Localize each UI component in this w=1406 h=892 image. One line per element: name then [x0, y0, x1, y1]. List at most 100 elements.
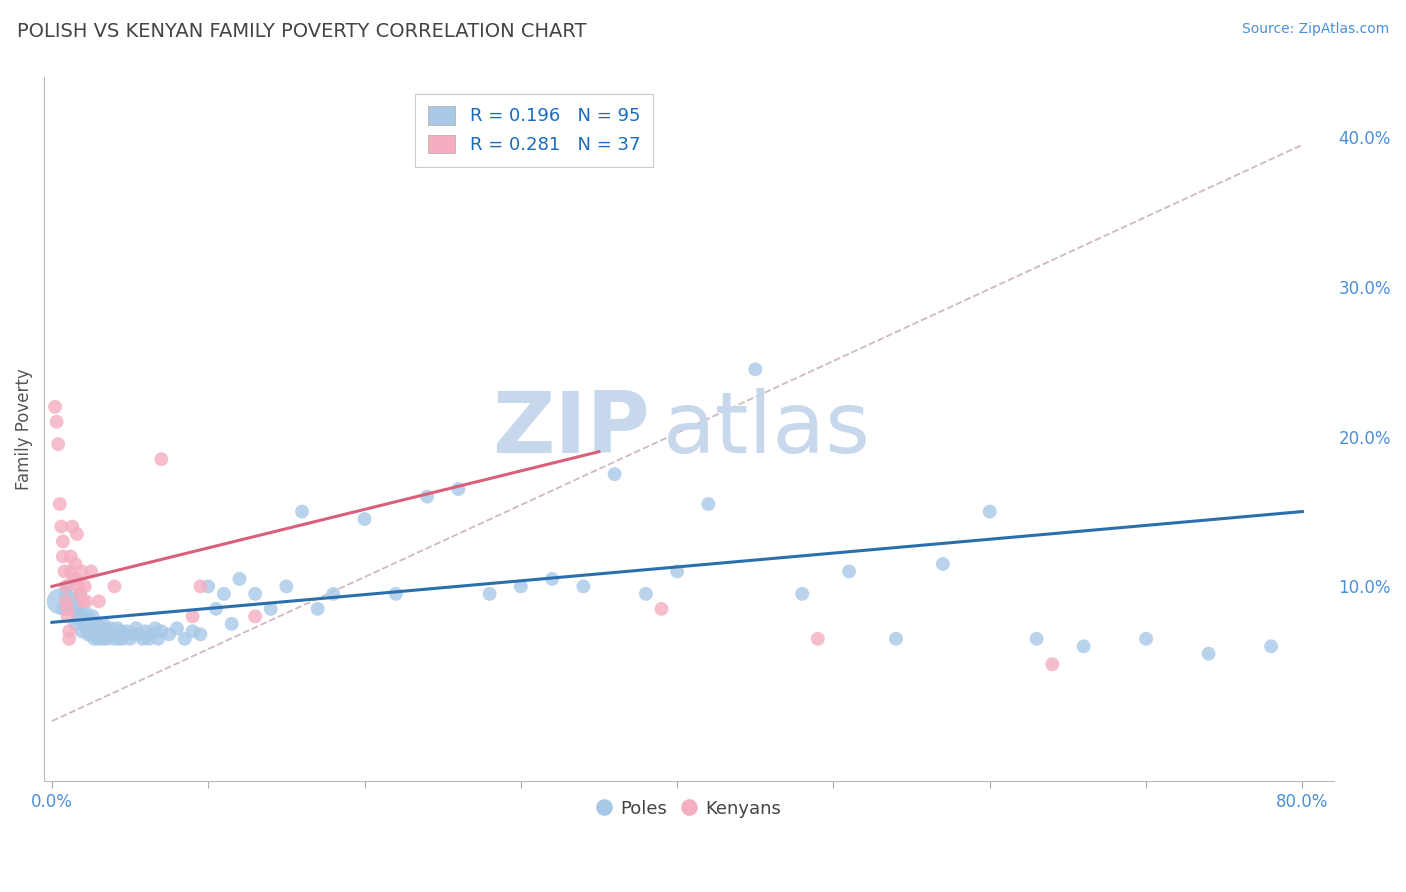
- Point: [205, 602, 228, 616]
- Point: [60, 519, 83, 533]
- Point: [307, 602, 329, 616]
- Point: [75, 607, 97, 621]
- Point: [1260, 640, 1282, 654]
- Point: [55, 594, 77, 608]
- Point: [509, 579, 531, 593]
- Point: [52, 602, 75, 616]
- Point: [51, 519, 73, 533]
- Point: [385, 587, 408, 601]
- Point: [82, 609, 104, 624]
- Point: [48, 594, 70, 608]
- Point: [65, 557, 87, 571]
- Text: Source: ZipAtlas.com: Source: ZipAtlas.com: [1241, 22, 1389, 37]
- Point: [634, 587, 657, 601]
- Point: [110, 624, 132, 639]
- Point: [112, 627, 135, 641]
- Point: [44, 400, 66, 414]
- Point: [666, 565, 689, 579]
- Point: [56, 609, 79, 624]
- Point: [87, 632, 110, 646]
- Point: [221, 616, 243, 631]
- Point: [46, 437, 69, 451]
- Point: [138, 632, 160, 646]
- Point: [697, 497, 720, 511]
- Point: [66, 607, 89, 621]
- Point: [52, 534, 75, 549]
- Point: [80, 627, 103, 641]
- Point: [56, 602, 79, 616]
- Point: [66, 527, 89, 541]
- Point: [125, 621, 148, 635]
- Point: [291, 504, 314, 518]
- Point: [69, 587, 91, 601]
- Point: [131, 632, 153, 646]
- Point: [56, 579, 79, 593]
- Point: [72, 609, 94, 624]
- Point: [67, 579, 90, 593]
- Point: [173, 632, 195, 646]
- Point: [73, 612, 96, 626]
- Point: [190, 579, 212, 593]
- Point: [190, 627, 212, 641]
- Point: [80, 565, 103, 579]
- Point: [73, 579, 96, 593]
- Point: [243, 609, 266, 624]
- Point: [107, 621, 129, 635]
- Point: [128, 627, 150, 641]
- Point: [65, 616, 87, 631]
- Point: [52, 549, 75, 564]
- Point: [150, 624, 173, 639]
- Point: [80, 616, 103, 631]
- Point: [67, 612, 90, 626]
- Point: [1040, 657, 1063, 672]
- Point: [98, 627, 121, 641]
- Point: [103, 579, 125, 593]
- Point: [353, 512, 375, 526]
- Point: [91, 621, 114, 635]
- Point: [744, 362, 766, 376]
- Point: [838, 565, 860, 579]
- Point: [97, 624, 120, 639]
- Point: [650, 602, 672, 616]
- Point: [212, 587, 235, 601]
- Point: [55, 579, 77, 593]
- Point: [69, 587, 91, 601]
- Point: [478, 587, 501, 601]
- Point: [979, 504, 1001, 518]
- Point: [143, 621, 166, 635]
- Point: [60, 591, 83, 606]
- Point: [89, 627, 111, 641]
- Point: [65, 572, 87, 586]
- Point: [111, 632, 134, 646]
- Point: [59, 565, 82, 579]
- Point: [53, 565, 76, 579]
- Point: [181, 609, 204, 624]
- Point: [197, 579, 219, 593]
- Point: [115, 624, 138, 639]
- Point: [1135, 632, 1157, 646]
- Point: [447, 482, 470, 496]
- Point: [932, 557, 955, 571]
- Point: [157, 627, 180, 641]
- Point: [148, 632, 170, 646]
- Point: [416, 490, 439, 504]
- Point: [322, 587, 344, 601]
- Point: [94, 627, 117, 641]
- Point: [120, 632, 142, 646]
- Point: [83, 632, 105, 646]
- Point: [792, 587, 814, 601]
- Point: [75, 621, 97, 635]
- Point: [70, 624, 93, 639]
- Point: [96, 632, 118, 646]
- Point: [1025, 632, 1047, 646]
- Point: [181, 624, 204, 639]
- Point: [58, 632, 80, 646]
- Point: [59, 549, 82, 564]
- Point: [48, 497, 70, 511]
- Text: atlas: atlas: [664, 388, 872, 471]
- Point: [72, 594, 94, 608]
- Point: [93, 632, 115, 646]
- Point: [276, 579, 298, 593]
- Point: [70, 565, 93, 579]
- Point: [166, 621, 188, 635]
